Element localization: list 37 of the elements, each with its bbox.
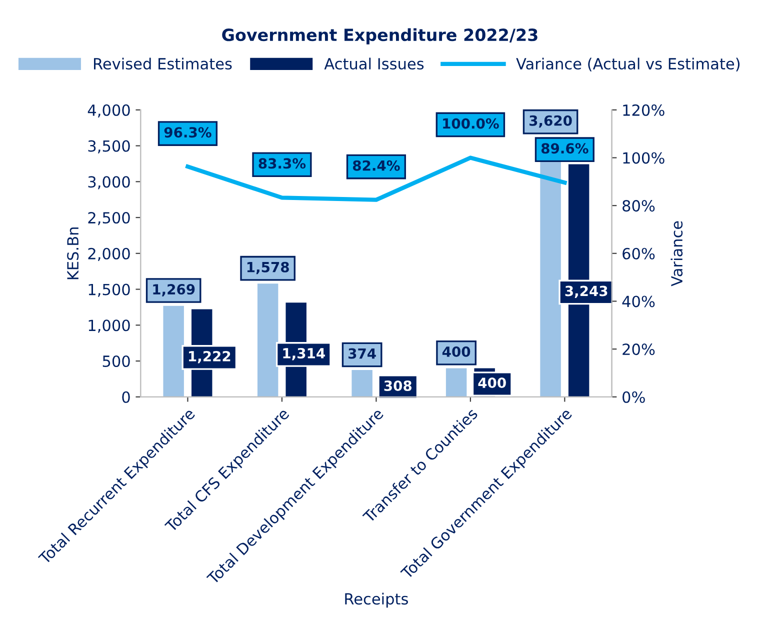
- data-label: 374: [348, 348, 376, 359]
- data-label: 89.6%: [541, 143, 588, 154]
- y2-tick-label: 0%: [622, 391, 645, 403]
- data-label: 100.0%: [443, 118, 499, 129]
- y-tick-label: 500: [102, 355, 130, 368]
- y-tick-label: 2,000: [88, 248, 130, 261]
- data-label: 96.3%: [164, 127, 212, 138]
- y-axis-title: KES.Bn: [67, 228, 79, 280]
- x-axis-title: Receipts: [345, 592, 408, 608]
- y-tick-label: 1,500: [88, 284, 130, 297]
- y2-tick-label: 120%: [623, 104, 664, 116]
- data-label: 1,269: [153, 284, 195, 296]
- y-tick-label: 0: [122, 391, 130, 403]
- data-label: 82.4%: [352, 160, 400, 171]
- data-label: 308: [384, 380, 412, 391]
- y2-tick-label: 60%: [622, 248, 655, 260]
- y2-tick-label: 100%: [623, 152, 664, 164]
- y2-axis-title: Variance: [670, 221, 683, 286]
- data-label: 1,578: [247, 262, 289, 274]
- chart-title: Government Expenditure 2022/23: [222, 28, 538, 44]
- y2-tick-label: 20%: [622, 344, 655, 356]
- legend-label: Variance (Actual vs Estimate): [516, 58, 740, 72]
- y-tick-label: 1,000: [88, 320, 130, 333]
- data-label: 83.3%: [258, 158, 306, 169]
- y-tick-label: 3,000: [88, 176, 130, 190]
- legend-label: Revised Estimates: [94, 58, 232, 70]
- data-label: 400: [442, 346, 470, 357]
- y-tick-label: 4,000: [88, 104, 130, 118]
- data-label: 3,620: [530, 115, 572, 128]
- legend-label: Actual Issues: [324, 58, 424, 70]
- y-tick-label: 3,500: [88, 140, 130, 154]
- y-tick-label: 2,500: [88, 212, 130, 226]
- data-label: 1,222: [188, 350, 230, 364]
- y2-tick-label: 40%: [622, 296, 655, 308]
- data-label: 3,243: [565, 286, 608, 298]
- y2-tick-label: 80%: [622, 200, 655, 212]
- data-label: 1,314: [283, 348, 325, 360]
